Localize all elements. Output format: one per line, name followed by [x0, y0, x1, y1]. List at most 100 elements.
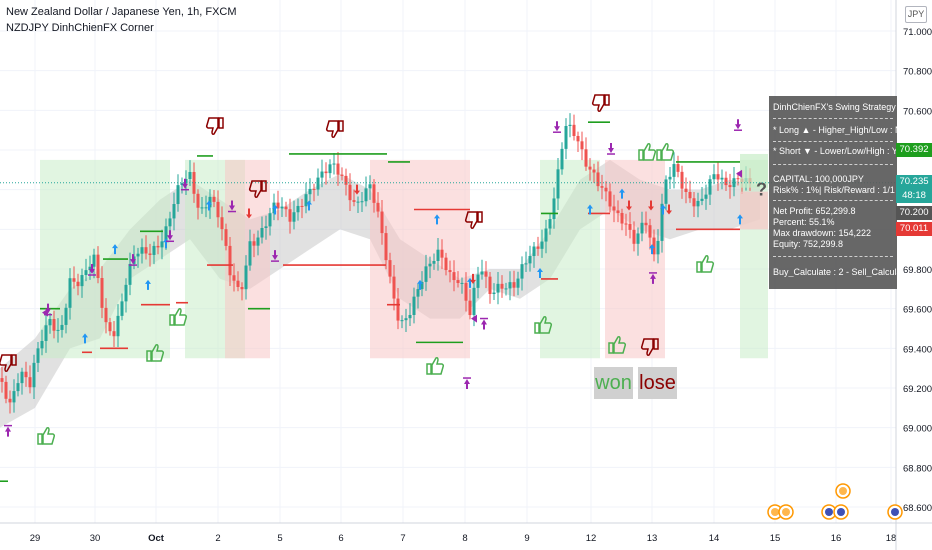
candle-body — [156, 245, 160, 248]
candle-body — [572, 124, 576, 136]
thumbs-down-icon — [325, 120, 344, 138]
buy-arrow-icon — [660, 204, 666, 215]
candle-body — [44, 325, 48, 341]
buy-arrow-icon — [537, 267, 543, 278]
target-zone — [740, 153, 768, 188]
thumb-cuff — [477, 211, 483, 223]
event-flag-icon — [825, 508, 833, 516]
candle-body — [704, 194, 708, 199]
y-tick-label: 70.800 — [903, 67, 932, 78]
signal-marker-icon — [130, 254, 136, 265]
price-tag-countdown: 48:18 — [896, 189, 932, 203]
panel-percent: Percent: 55.1% — [773, 217, 835, 227]
thumb-cuff — [608, 342, 614, 354]
candle-body — [108, 322, 112, 332]
y-tick-label: 69.000 — [903, 424, 932, 435]
candle-body — [140, 247, 144, 254]
buy-arrow-icon — [272, 204, 278, 215]
x-tick-label: 7 — [400, 533, 405, 544]
candle-body — [288, 209, 292, 222]
thumb-cuff — [604, 94, 610, 106]
thumbs-up-icon — [656, 143, 675, 161]
buy-arrow-icon — [112, 244, 118, 255]
x-tick-label: Oct — [148, 533, 165, 544]
candle-body — [512, 282, 516, 288]
candle-body — [724, 177, 728, 186]
candle-body — [656, 240, 660, 255]
currency-scale-button[interactable]: JPY — [905, 6, 927, 23]
candle-body — [520, 264, 524, 279]
candle-body — [60, 324, 64, 330]
candle-body — [648, 225, 652, 238]
candle-body — [296, 205, 300, 213]
signal-marker-icon — [735, 119, 741, 130]
candle-body — [232, 275, 236, 281]
event-flag-icon — [891, 508, 899, 516]
panel-capital: CAPITAL: 100,000JPY — [773, 174, 864, 184]
panel-equity: Equity: 752,299.8 — [773, 239, 844, 249]
event-flag-icon — [837, 508, 845, 516]
candle-body — [452, 272, 456, 281]
candle-body — [680, 171, 684, 189]
thumb-cuff — [696, 261, 702, 273]
signal-marker-icon — [272, 250, 278, 261]
candle-body — [552, 198, 556, 220]
candle-body — [104, 307, 108, 323]
x-tick-label: 29 — [30, 533, 41, 544]
candle-body — [564, 126, 568, 149]
candle-body — [616, 210, 620, 213]
candle-body — [304, 194, 308, 207]
candle-body — [92, 254, 96, 267]
x-tick-label: 30 — [90, 533, 101, 544]
candle-body — [408, 315, 412, 319]
thumb-hand — [640, 338, 654, 356]
y-tick-label: 69.400 — [903, 344, 932, 355]
thumb-cuff — [169, 314, 175, 326]
panel-divider — [773, 256, 893, 257]
candle-body — [372, 184, 376, 203]
candle-body — [336, 163, 340, 175]
won-badge: won — [594, 367, 633, 399]
candle-body — [316, 177, 320, 190]
thumb-hand — [325, 120, 339, 138]
candle-body — [196, 193, 200, 208]
buy-arrow-icon — [434, 214, 440, 225]
candle-body — [312, 188, 316, 190]
candle-body — [548, 219, 552, 229]
price-tag-mid: 70.200 — [896, 206, 932, 220]
candle-body — [332, 163, 336, 165]
panel-risk: Risk% : 1%| Risk/Reward : 1/1 — [773, 185, 895, 195]
thumb-cuff — [146, 350, 152, 362]
sell-arrow-icon — [666, 204, 672, 215]
candle-body — [244, 265, 248, 290]
candle-body — [160, 241, 164, 248]
candle-body — [588, 166, 592, 170]
signal-marker-icon — [89, 264, 95, 274]
candle-body — [580, 141, 584, 150]
candle-body — [660, 203, 664, 241]
thumbs-up-icon — [169, 308, 188, 326]
thumbs-up-icon — [534, 316, 553, 334]
candle-body — [276, 202, 280, 209]
candle-body — [688, 192, 692, 199]
candle-body — [528, 256, 532, 264]
candle-body — [260, 227, 264, 238]
candle-body — [524, 263, 528, 265]
candle-body — [12, 391, 16, 403]
thumbs-down-icon — [591, 94, 610, 112]
candle-body — [240, 286, 244, 290]
candle-body — [380, 211, 384, 234]
candle-body — [440, 249, 444, 258]
thumbs-up-icon — [608, 336, 627, 354]
candle-body — [228, 245, 232, 276]
indicator-label[interactable]: NZDJPY DinhChienFX Corner — [6, 22, 154, 34]
candle-body — [684, 188, 688, 193]
buy-arrow-icon — [306, 200, 312, 211]
thumb-hand — [464, 211, 478, 229]
candle-body — [596, 172, 600, 187]
candle-body — [116, 315, 120, 337]
candle-body — [48, 319, 52, 326]
x-tick-label: 2 — [215, 533, 220, 544]
price-tag-last: 70.235 — [896, 175, 932, 189]
